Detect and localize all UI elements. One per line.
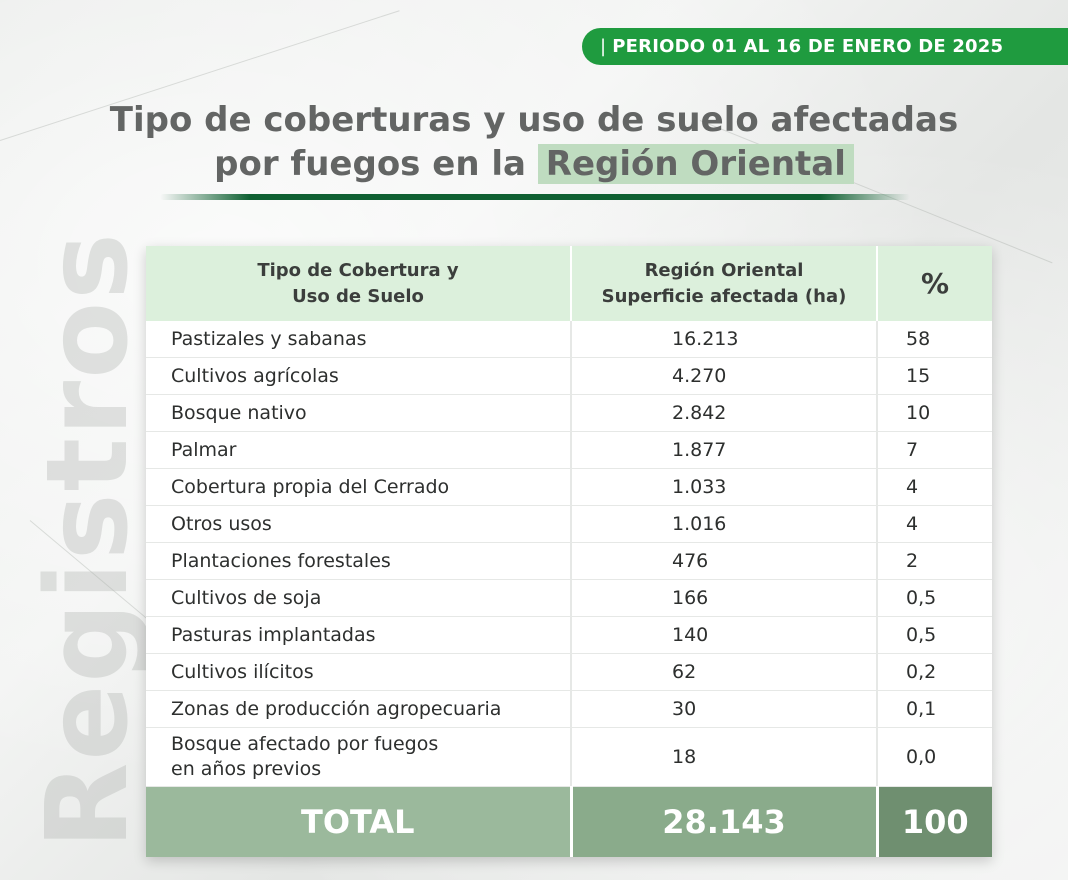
total-row: TOTAL 28.143 100 <box>146 786 992 857</box>
table-row: Cobertura propia del Cerrado 1.033 4 <box>146 468 992 506</box>
table-row: Cultivos agrícolas 4.270 15 <box>146 357 992 395</box>
table-row: Plantaciones forestales 476 2 <box>146 542 992 580</box>
row-value: 18 <box>571 727 878 787</box>
title-highlight: Región Oriental <box>537 144 854 184</box>
coverage-table-container: Tipo de Cobertura y Uso de Suelo Región … <box>146 246 992 857</box>
title-line-2-prefix: por fuegos en la <box>214 144 526 184</box>
row-label: Bosque afectado por fuegos en años previ… <box>146 727 572 787</box>
watermark: Registros <box>23 220 153 860</box>
row-percent: 10 <box>877 394 992 432</box>
row-value: 1.016 <box>571 505 878 543</box>
row-percent: 58 <box>877 321 992 358</box>
table-row: Bosque nativo 2.842 10 <box>146 394 992 432</box>
row-percent: 4 <box>877 468 992 506</box>
row-label: Cultivos ilícitos <box>146 653 572 691</box>
row-percent: 15 <box>877 357 992 395</box>
total-value: 28.143 <box>571 786 879 857</box>
period-badge: | PERIODO 01 AL 16 DE ENERO DE 2025 <box>582 28 1068 65</box>
table-row: Palmar 1.877 7 <box>146 431 992 469</box>
title-line-2: por fuegos en la Región Oriental <box>0 142 1068 186</box>
table-row: Cultivos de soja 166 0,5 <box>146 579 992 617</box>
row-value: 1.033 <box>571 468 878 506</box>
row-label: Plantaciones forestales <box>146 542 572 580</box>
period-text: PERIODO 01 AL 16 DE ENERO DE 2025 <box>612 36 1004 57</box>
title-line-1: Tipo de coberturas y uso de suelo afecta… <box>109 100 959 140</box>
row-percent: 0,2 <box>877 653 992 691</box>
header-coverage-type-line-1: Tipo de Cobertura y <box>257 259 459 281</box>
row-value: 476 <box>571 542 878 580</box>
header-surface-line-2: Superficie afectada (ha) <box>601 285 847 307</box>
row-label: Cobertura propia del Cerrado <box>146 468 572 506</box>
row-percent: 0,1 <box>877 690 992 728</box>
table-row: Pasturas implantadas 140 0,5 <box>146 616 992 654</box>
row-label-line-1: Bosque afectado por fuegos <box>171 733 439 755</box>
page-title: Tipo de coberturas y uso de suelo afecta… <box>0 98 1068 186</box>
row-value: 166 <box>571 579 878 617</box>
row-percent: 0,5 <box>877 579 992 617</box>
row-value: 1.877 <box>571 431 878 469</box>
row-value: 62 <box>571 653 878 691</box>
table-row: Cultivos ilícitos 62 0,2 <box>146 653 992 691</box>
header-coverage-type-line-2: Uso de Suelo <box>292 285 424 307</box>
row-label: Zonas de producción agropecuaria <box>146 690 572 728</box>
row-label-line-2: en años previos <box>171 758 322 780</box>
total-percent: 100 <box>877 786 992 857</box>
watermark-text: Registros <box>23 231 153 849</box>
row-value: 30 <box>571 690 878 728</box>
header-surface: Región Oriental Superficie afectada (ha) <box>571 246 878 321</box>
header-surface-line-1: Región Oriental <box>644 259 804 281</box>
header-percent: % <box>877 246 992 321</box>
row-label: Cultivos agrícolas <box>146 357 572 395</box>
coverage-table: Tipo de Cobertura y Uso de Suelo Región … <box>146 246 992 857</box>
table-row: Zonas de producción agropecuaria 30 0,1 <box>146 690 992 728</box>
row-percent: 0,5 <box>877 616 992 654</box>
total-label: TOTAL <box>146 786 573 857</box>
row-value: 140 <box>571 616 878 654</box>
row-value: 16.213 <box>571 321 878 358</box>
table-header-row: Tipo de Cobertura y Uso de Suelo Región … <box>146 246 992 321</box>
row-percent: 4 <box>877 505 992 543</box>
title-underline <box>160 194 910 200</box>
row-percent: 7 <box>877 431 992 469</box>
table-row: Bosque afectado por fuegos en años previ… <box>146 727 992 787</box>
row-percent: 2 <box>877 542 992 580</box>
row-label: Pastizales y sabanas <box>146 321 572 358</box>
row-label: Palmar <box>146 431 572 469</box>
row-value: 2.842 <box>571 394 878 432</box>
row-label: Pasturas implantadas <box>146 616 572 654</box>
table-row: Pastizales y sabanas 16.213 58 <box>146 321 992 358</box>
row-label: Cultivos de soja <box>146 579 572 617</box>
table-row: Otros usos 1.016 4 <box>146 505 992 543</box>
period-separator: | <box>600 36 607 57</box>
row-percent: 0,0 <box>877 727 992 787</box>
row-label: Otros usos <box>146 505 572 543</box>
row-value: 4.270 <box>571 357 878 395</box>
header-coverage-type: Tipo de Cobertura y Uso de Suelo <box>146 246 572 321</box>
row-label: Bosque nativo <box>146 394 572 432</box>
